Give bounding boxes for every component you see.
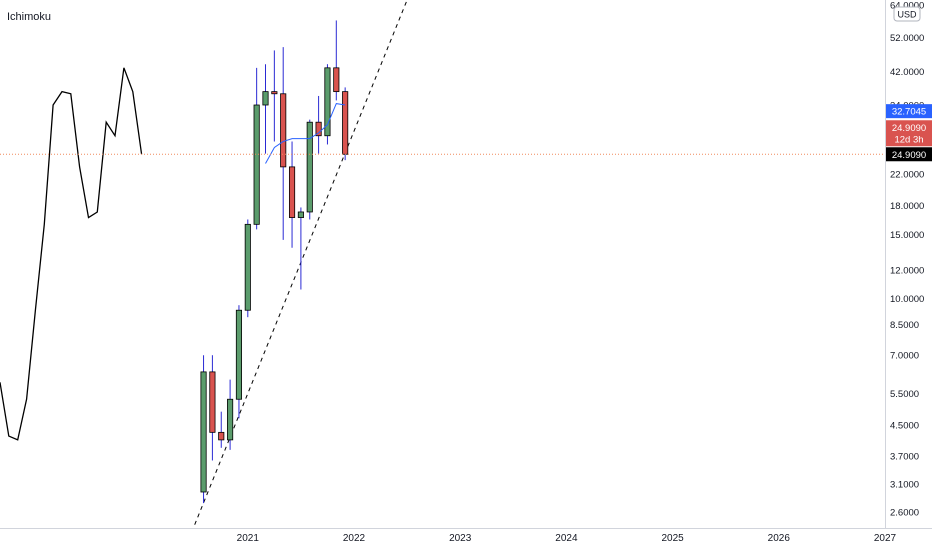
candle[interactable] [271,50,278,142]
x-tick-label: 2024 [555,533,578,544]
y-tick-label: 15.0000 [890,230,924,241]
x-tick-label: 2027 [874,533,897,544]
y-tick-label: 3.7000 [890,452,919,463]
y-tick-label: 64.0000 [890,0,924,11]
y-tick-label: 42.0000 [890,67,924,78]
y-tick-label: 7.0000 [890,351,919,362]
currency-label[interactable]: USD [897,10,917,20]
candle[interactable] [235,305,243,419]
x-tick-label: 2025 [661,533,684,544]
candle[interactable] [324,64,331,145]
candle[interactable] [333,20,340,101]
y-tick-label: 12.0000 [890,265,924,276]
candle-body-down[interactable] [288,166,296,218]
ichimoku-lagging-line[interactable] [0,67,143,441]
currency-badge-box[interactable] [893,6,921,22]
y-tick-label: 3.1000 [890,480,919,491]
price-tag-value[interactable]: 24.9090 [892,150,926,161]
candle-body-down[interactable] [342,91,349,155]
price-tag-box[interactable] [886,147,932,162]
x-tick-label: 2021 [237,533,260,544]
candle[interactable] [288,141,296,248]
candle-body-up[interactable] [306,121,313,213]
candle-body-down[interactable] [271,91,278,95]
candle-body-up[interactable] [262,91,269,106]
candle-body-up[interactable] [324,67,331,137]
candle-body-down[interactable] [280,93,287,168]
price-tag-value[interactable]: 32.7045 [892,107,926,118]
candle[interactable] [262,64,269,154]
y-tick-label: 4.5000 [890,421,919,432]
candle-body-down[interactable] [333,67,340,93]
candle-body-down[interactable] [315,121,322,137]
y-tick-label: 8.5000 [890,320,919,331]
x-tick-label: 2023 [449,533,472,544]
y-tick-label: 2.6000 [890,507,919,518]
candle[interactable] [209,355,216,461]
candle-body-up[interactable] [235,309,243,400]
candle[interactable] [306,119,313,220]
currency-badge[interactable]: USD [893,6,921,22]
candle-body-up[interactable] [227,398,234,441]
price-tag-box[interactable] [886,104,932,119]
x-tick-label: 2022 [343,533,366,544]
y-tick-label: 10.0000 [890,294,924,305]
candle-body-up[interactable] [200,371,207,493]
y-tick-label: 52.0000 [890,33,924,44]
candle[interactable] [297,207,304,290]
price-tag-box[interactable] [886,120,932,147]
candle[interactable] [200,355,207,504]
indicator-label[interactable]: Ichimoku [7,11,51,23]
price-tag-value[interactable]: 24.9090 [892,123,926,134]
candle-body-up[interactable] [244,223,251,311]
candle-body-up[interactable] [297,211,304,218]
candle[interactable] [342,87,349,161]
candle-body-up[interactable] [253,104,260,225]
price-tag[interactable]: 32.7045 [886,104,932,119]
ichimoku-conversion-line[interactable] [265,103,346,164]
candle-body-down[interactable] [218,431,225,441]
x-tick-label: 2026 [768,533,791,544]
y-tick-label: 5.5000 [890,389,919,400]
price-tag-countdown[interactable]: 12d 3h [894,134,923,145]
candle[interactable] [227,379,234,450]
candle[interactable] [218,411,225,448]
y-tick-label: 22.0000 [890,169,924,180]
candle[interactable] [244,219,251,318]
price-tag[interactable]: 24.9090 [886,147,932,162]
candle[interactable] [315,95,322,154]
candle[interactable] [280,47,287,240]
candle-body-down[interactable] [209,371,216,433]
y-tick-label: 18.0000 [890,201,924,212]
candle[interactable] [253,67,260,230]
